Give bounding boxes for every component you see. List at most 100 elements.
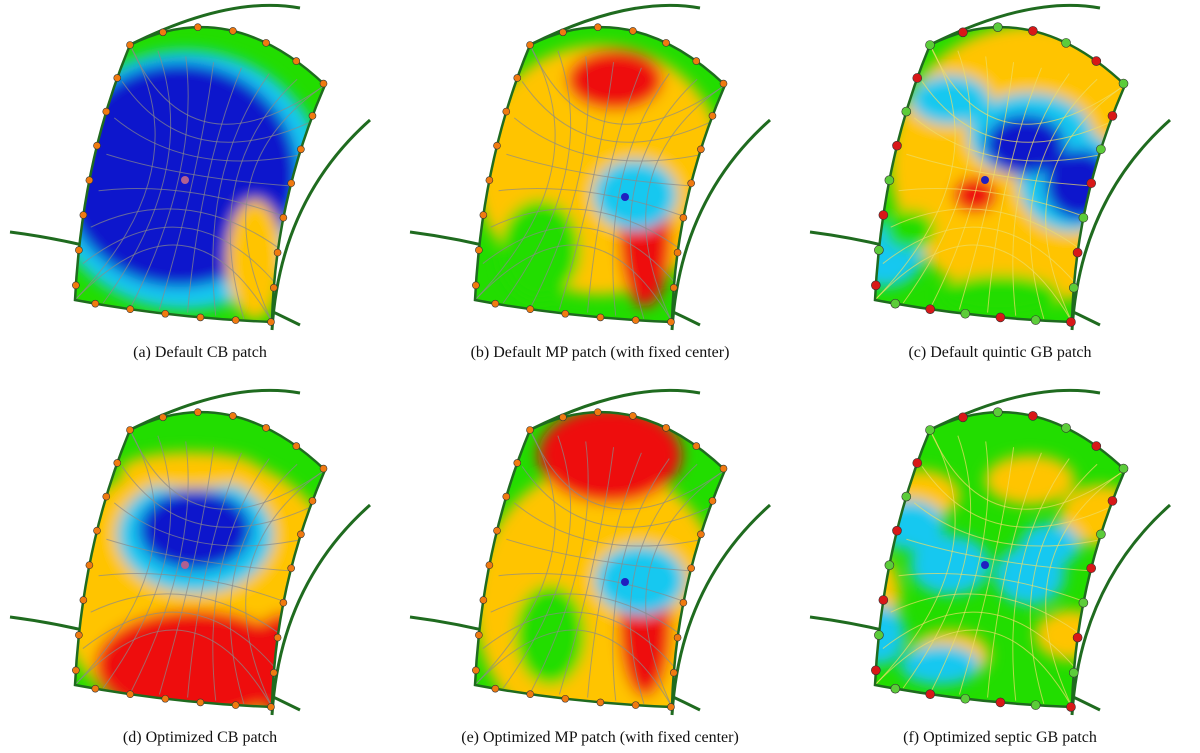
control-point xyxy=(629,412,636,419)
control-point xyxy=(874,631,883,640)
control-point xyxy=(1069,668,1078,677)
control-point xyxy=(274,634,281,641)
color-region xyxy=(567,50,663,110)
control-point xyxy=(309,497,316,504)
caption: (e) Optimized MP patch (with fixed cente… xyxy=(461,729,739,746)
control-point xyxy=(1028,26,1037,35)
control-point xyxy=(93,142,100,149)
control-point xyxy=(902,492,911,501)
control-point xyxy=(527,691,534,698)
control-point xyxy=(480,212,487,219)
control-point xyxy=(667,318,674,325)
panel: (f) Optimized septic GB patch xyxy=(810,390,1170,746)
control-point xyxy=(1119,79,1128,88)
control-point xyxy=(197,699,204,706)
panel: (a) Default CB patch xyxy=(10,5,370,361)
control-point xyxy=(288,180,295,187)
control-point xyxy=(674,249,681,256)
control-point xyxy=(697,531,704,538)
control-point xyxy=(472,282,479,289)
surface xyxy=(475,27,725,322)
control-point xyxy=(293,443,300,450)
control-point xyxy=(232,702,239,709)
center-point xyxy=(181,561,189,569)
control-point xyxy=(194,409,201,416)
control-point xyxy=(885,561,894,570)
control-point xyxy=(879,596,888,605)
control-point xyxy=(527,42,534,49)
control-point xyxy=(297,531,304,538)
control-point xyxy=(594,409,601,416)
panel: (d) Optimized CB patch xyxy=(10,390,370,746)
control-point xyxy=(720,80,727,87)
control-point xyxy=(486,177,493,184)
control-point xyxy=(493,142,500,149)
color-region xyxy=(885,210,935,250)
control-point xyxy=(159,29,166,36)
surface xyxy=(55,412,345,725)
control-point xyxy=(1062,423,1071,432)
control-point xyxy=(632,317,639,324)
control-point xyxy=(891,684,900,693)
control-point xyxy=(263,424,270,431)
color-region xyxy=(875,500,945,550)
control-point xyxy=(114,459,121,466)
control-point xyxy=(267,703,274,710)
control-point xyxy=(958,28,967,37)
control-point xyxy=(874,246,883,255)
control-point xyxy=(871,666,880,675)
control-point xyxy=(80,597,87,604)
control-point xyxy=(514,74,521,81)
control-point xyxy=(1062,38,1071,47)
control-point xyxy=(114,74,121,81)
control-point xyxy=(309,112,316,119)
control-point xyxy=(1119,464,1128,473)
control-point xyxy=(75,247,82,254)
control-point xyxy=(996,698,1005,707)
panel: (e) Optimized MP patch (with fixed cente… xyxy=(410,390,770,746)
control-point xyxy=(693,58,700,65)
control-point xyxy=(1096,530,1105,539)
control-point xyxy=(127,691,134,698)
control-point xyxy=(559,414,566,421)
color-region xyxy=(515,585,585,685)
control-point xyxy=(93,527,100,534)
control-point xyxy=(670,284,677,291)
control-point xyxy=(993,408,1002,417)
control-point xyxy=(697,146,704,153)
control-point xyxy=(709,112,716,119)
control-point xyxy=(92,685,99,692)
control-point xyxy=(162,310,169,317)
center-point xyxy=(181,176,189,184)
control-point xyxy=(86,562,93,569)
caption: (c) Default quintic GB patch xyxy=(908,344,1091,361)
color-region xyxy=(985,455,1075,505)
control-point xyxy=(86,177,93,184)
control-point xyxy=(1031,316,1040,325)
color-map xyxy=(847,25,1170,315)
control-point xyxy=(993,23,1002,32)
control-point xyxy=(72,282,79,289)
control-point xyxy=(1108,496,1117,505)
control-point xyxy=(92,300,99,307)
control-point xyxy=(232,317,239,324)
control-point xyxy=(492,685,499,692)
control-point xyxy=(902,107,911,116)
center-point xyxy=(621,578,629,586)
center-point xyxy=(621,193,629,201)
control-point xyxy=(961,694,970,703)
color-region xyxy=(120,452,260,488)
control-point xyxy=(926,690,935,699)
control-point xyxy=(75,632,82,639)
control-point xyxy=(663,39,670,46)
control-point xyxy=(562,310,569,317)
control-point xyxy=(680,599,687,606)
control-point xyxy=(926,426,935,435)
caption: (a) Default CB patch xyxy=(133,344,267,361)
control-point xyxy=(559,29,566,36)
control-point xyxy=(80,212,87,219)
control-point xyxy=(293,58,300,65)
control-point xyxy=(891,299,900,308)
control-point xyxy=(926,305,935,314)
control-point xyxy=(667,703,674,710)
